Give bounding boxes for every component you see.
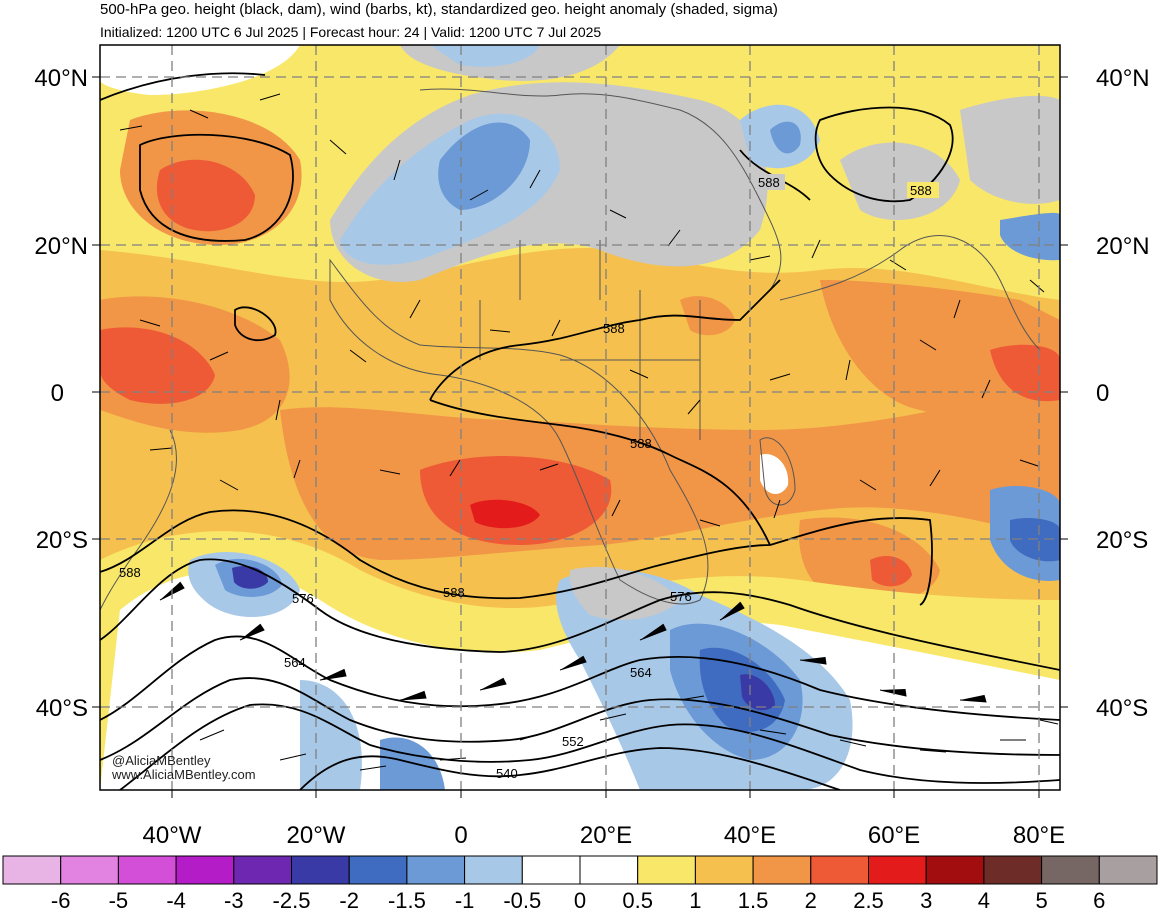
colorbar-swatch — [868, 855, 927, 885]
wind-barbs — [119, 93, 1059, 771]
contour-label: 564 — [630, 665, 652, 680]
colorbar-swatch — [2, 855, 62, 885]
colorbar-tick-label: 6 — [1093, 888, 1105, 912]
colorbar-swatch — [694, 855, 754, 885]
colorbar-tick-label: -6 — [51, 888, 71, 912]
colorbar-swatch — [579, 855, 639, 885]
contour-label: 588 — [119, 565, 141, 580]
colorbar-tick-label: 0.5 — [622, 888, 653, 912]
height-contours — [100, 72, 1060, 790]
colorbar-swatch — [233, 855, 293, 885]
colorbar-tick-label: -4 — [166, 888, 186, 912]
colorbar-swatch — [60, 855, 119, 885]
colorbar-tick-label: 5 — [1035, 888, 1047, 912]
lat-lon-grid — [100, 45, 1060, 790]
lat-label: 20°N — [34, 233, 88, 260]
axis-ticks — [92, 76, 1068, 798]
contour-label: 576 — [292, 591, 314, 606]
lat-label: 40°S — [36, 695, 88, 722]
lon-label: 20°E — [580, 822, 632, 849]
colorbar-swatch — [521, 855, 581, 885]
colorbar-tick-label: 2 — [805, 888, 817, 912]
colorbar-tick-label: -2.5 — [273, 888, 311, 912]
lat-label: 40°S — [1096, 695, 1148, 722]
contour-label: 588 — [603, 321, 625, 336]
lon-label: 40°W — [143, 822, 202, 849]
lon-label: 60°E — [868, 822, 920, 849]
credit-handle: @AliciaMBentley — [112, 753, 211, 768]
colorbar-swatch — [637, 855, 696, 885]
contour-label: 588 — [443, 585, 465, 600]
colorbar-tick-label: -2 — [339, 888, 359, 912]
lat-labels-left: 40°N 20°N 0 20°S 40°S — [34, 65, 88, 722]
colorbar-tick-label: -0.5 — [503, 888, 541, 912]
map-subtitle: Initialized: 1200 UTC 6 Jul 2025 | Forec… — [100, 24, 602, 40]
map-frame — [99, 44, 1061, 791]
lat-label: 20°S — [1096, 527, 1148, 554]
colorbar-tick-label: -5 — [109, 888, 129, 912]
contour-label: 564 — [284, 655, 306, 670]
colorbar-swatch — [348, 855, 408, 885]
coastlines — [100, 88, 1041, 611]
colorbar-swatch — [1041, 855, 1100, 885]
lat-label: 0 — [1096, 380, 1109, 407]
lat-label: 40°N — [1096, 65, 1150, 92]
colorbar-labels: -6 -5 -4 -3 -2.5 -2 -1.5 -1 -0.5 0 0.5 1 1.5 2 2.5 3 4 5 6 — [51, 888, 1106, 912]
colorbar-tick-label: -1 — [455, 888, 475, 912]
colorbar-swatch — [1098, 855, 1158, 885]
lon-label: 0 — [454, 822, 467, 849]
colorbar-swatch — [752, 855, 812, 885]
contour-labels: 588 588 588 588 588 588 576 576 564 564 … — [119, 174, 939, 781]
contour-label: 540 — [496, 766, 518, 781]
colorbar-tick-label: 2.5 — [853, 888, 884, 912]
lat-label: 20°N — [1096, 233, 1150, 260]
colorbar — [2, 855, 1158, 885]
colorbar-swatch — [925, 855, 985, 885]
contour-label: 588 — [758, 175, 780, 190]
colorbar-tick-label: 3 — [920, 888, 932, 912]
colorbar-swatch — [406, 855, 466, 885]
lat-label: 0 — [51, 380, 64, 407]
colorbar-tick-label: 1 — [689, 888, 701, 912]
colorbar-swatch — [810, 855, 869, 885]
contour-label: 552 — [562, 734, 584, 749]
colorbar-swatch — [117, 855, 177, 885]
lat-label: 20°S — [36, 527, 88, 554]
lon-labels: 40°W 20°W 0 20°E 40°E 60°E 80°E — [143, 822, 1066, 849]
map-title: 500-hPa geo. height (black, dam), wind (… — [100, 1, 778, 18]
contour-label: 588 — [910, 183, 932, 198]
colorbar-tick-label: 0 — [574, 888, 586, 912]
lon-label: 80°E — [1013, 822, 1065, 849]
colorbar-swatch — [291, 855, 350, 885]
colorbar-tick-label: 1.5 — [738, 888, 769, 912]
contour-label: 588 — [630, 436, 652, 451]
contour-label: 576 — [670, 589, 692, 604]
lat-label: 40°N — [34, 65, 88, 92]
colorbar-swatch — [464, 855, 523, 885]
colorbar-tick-label: 4 — [978, 888, 990, 912]
colorbar-swatch — [983, 855, 1043, 885]
lon-label: 40°E — [724, 822, 776, 849]
lon-label: 20°W — [287, 822, 346, 849]
colorbar-swatch — [175, 855, 235, 885]
colorbar-tick-label: -3 — [224, 888, 244, 912]
lat-labels-right: 40°N 20°N 0 20°S 40°S — [1096, 65, 1150, 722]
credit-url: www.AliciaMBentley.com — [111, 767, 256, 782]
colorbar-tick-label: -1.5 — [388, 888, 426, 912]
